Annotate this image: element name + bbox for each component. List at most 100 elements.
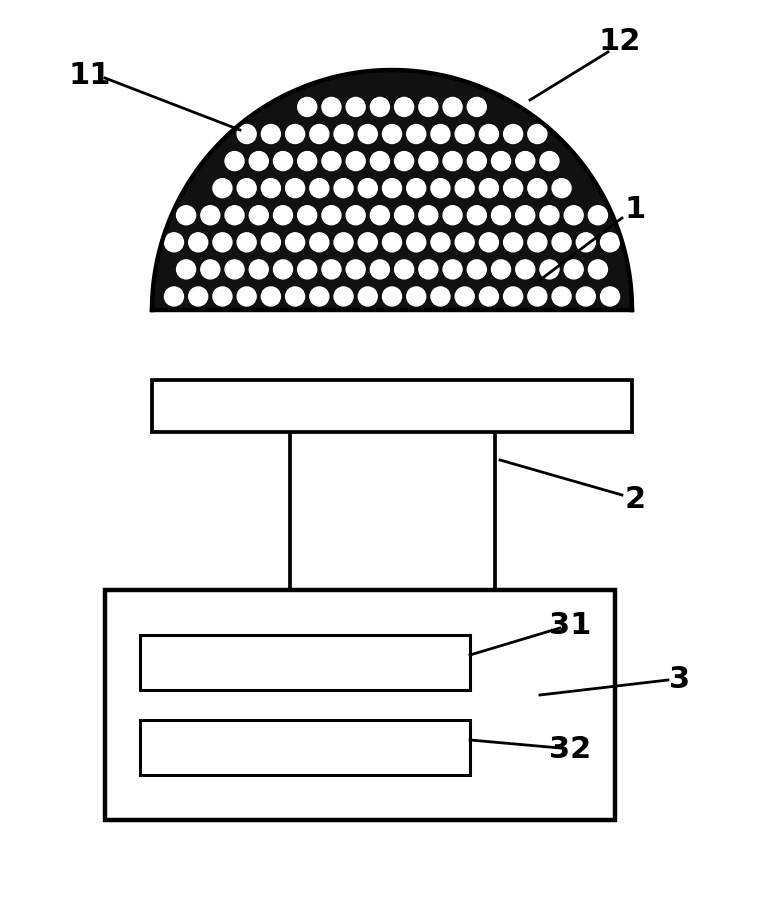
Circle shape [310,233,328,252]
Circle shape [261,233,281,252]
Circle shape [334,287,353,306]
Circle shape [383,287,401,306]
Circle shape [467,97,486,117]
Circle shape [552,287,571,306]
Circle shape [322,151,341,171]
Circle shape [601,233,619,252]
Circle shape [467,151,486,171]
Circle shape [213,233,232,252]
Circle shape [503,287,523,306]
Circle shape [394,260,414,279]
Circle shape [516,206,535,225]
Circle shape [249,206,268,225]
Circle shape [516,151,535,171]
Circle shape [443,206,462,225]
Circle shape [394,151,414,171]
Circle shape [274,206,292,225]
Text: 3: 3 [670,666,691,695]
Circle shape [285,287,305,306]
Circle shape [213,287,232,306]
Circle shape [431,125,450,143]
Circle shape [358,233,377,252]
Circle shape [407,287,426,306]
Circle shape [298,206,317,225]
Circle shape [589,206,608,225]
Circle shape [347,97,365,117]
Circle shape [237,233,256,252]
Circle shape [383,233,401,252]
Circle shape [370,151,390,171]
Circle shape [347,206,365,225]
Circle shape [528,125,547,143]
Circle shape [456,233,474,252]
Circle shape [237,125,256,143]
Circle shape [298,151,317,171]
Circle shape [431,233,450,252]
Circle shape [589,260,608,279]
Circle shape [249,151,268,171]
Circle shape [576,287,595,306]
Circle shape [322,97,341,117]
Circle shape [285,179,305,197]
Circle shape [407,179,426,197]
Circle shape [492,206,510,225]
Text: 11: 11 [69,61,111,89]
Circle shape [334,233,353,252]
Circle shape [419,260,437,279]
Circle shape [237,179,256,197]
Circle shape [176,260,195,279]
Circle shape [358,287,377,306]
Circle shape [334,125,353,143]
Circle shape [394,97,414,117]
Circle shape [564,206,583,225]
Circle shape [407,233,426,252]
Circle shape [261,125,281,143]
Circle shape [419,206,437,225]
Text: 1: 1 [624,196,646,225]
Circle shape [370,206,390,225]
Circle shape [165,287,183,306]
Circle shape [310,125,328,143]
Circle shape [540,206,559,225]
Circle shape [601,287,619,306]
Circle shape [456,287,474,306]
Circle shape [540,260,559,279]
Circle shape [443,151,462,171]
Circle shape [467,206,486,225]
Circle shape [503,233,523,252]
Circle shape [394,206,414,225]
Bar [105,590,615,820]
Circle shape [419,97,437,117]
Circle shape [201,260,220,279]
Circle shape [503,125,523,143]
Circle shape [528,179,547,197]
Circle shape [347,151,365,171]
Text: 2: 2 [624,486,645,514]
Circle shape [310,287,328,306]
Circle shape [274,260,292,279]
Text: 32: 32 [549,735,591,765]
Circle shape [576,233,595,252]
Circle shape [431,287,450,306]
Circle shape [540,151,559,171]
Circle shape [503,179,523,197]
Circle shape [285,233,305,252]
Circle shape [274,151,292,171]
Circle shape [431,179,450,197]
Circle shape [358,125,377,143]
Circle shape [370,97,390,117]
Circle shape [492,151,510,171]
Circle shape [249,260,268,279]
Circle shape [237,287,256,306]
Circle shape [189,233,208,252]
Text: 12: 12 [599,28,641,57]
Circle shape [347,260,365,279]
Circle shape [479,233,499,252]
Circle shape [552,179,571,197]
Bar [152,380,632,432]
Text: 31: 31 [549,610,591,640]
Circle shape [225,206,244,225]
Circle shape [528,233,547,252]
Circle shape [552,233,571,252]
Circle shape [443,260,462,279]
